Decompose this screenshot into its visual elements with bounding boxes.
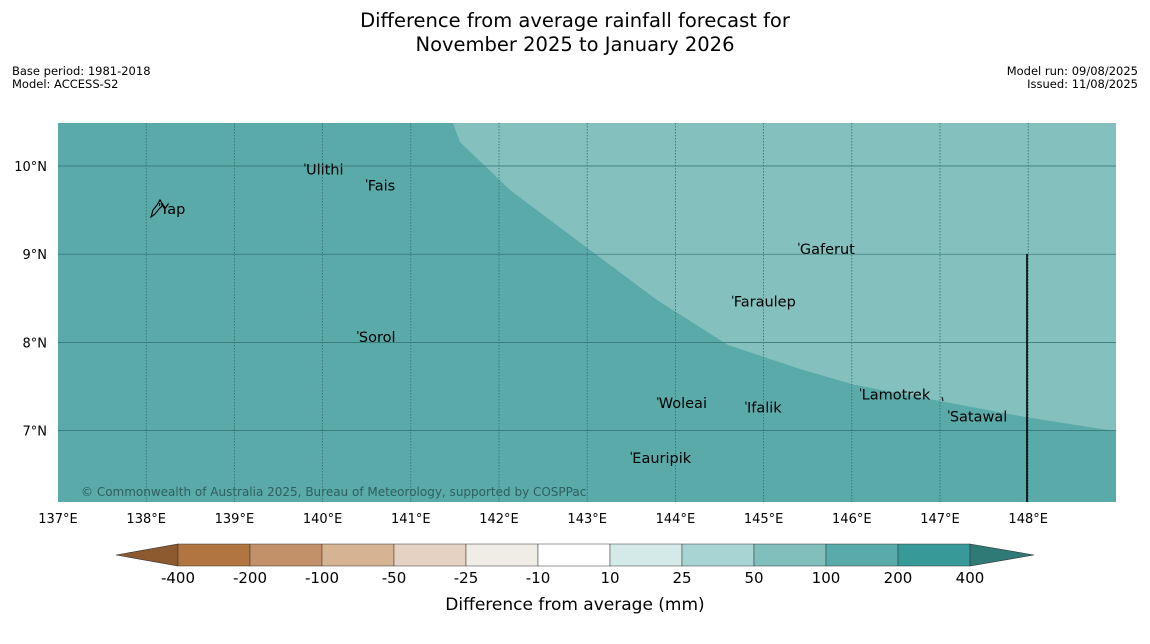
colorbar-segment (393, 543, 467, 567)
place-label-faraulep: Faraulep (734, 295, 796, 311)
colorbar-segment (825, 543, 899, 567)
place-marker (304, 163, 306, 167)
latitude-tick-label: 9°N (23, 248, 48, 263)
colorbar-segment (609, 543, 683, 567)
longitude-tick-label: 138°E (126, 512, 166, 527)
place-marker (732, 295, 734, 299)
title-line-1: Difference from average rainfall forecas… (360, 9, 790, 32)
place-label-ulithi: Ulithi (306, 162, 344, 178)
place-label-woleai: Woleai (659, 396, 707, 412)
place-label-yap: Yap (159, 202, 185, 218)
colorbar-segment (897, 543, 971, 567)
yap-island-outline (150, 198, 166, 219)
model-text: Model: ACCESS-S2 (12, 77, 119, 91)
place-marker (357, 330, 359, 334)
colorbar-segment (753, 543, 827, 567)
meta-right: Model run: 09/08/2025 Issued: 11/08/2025 (1007, 65, 1138, 91)
colorbar-tick-label: 10 (600, 569, 619, 587)
place-label-fais: Fais (368, 178, 395, 194)
colorbar-tick-label: -50 (382, 569, 407, 587)
map-graticule (58, 123, 1116, 502)
longitude-tick-label: 141°E (391, 512, 431, 527)
colorbar-tick-label: 200 (884, 569, 913, 587)
model-run-text: Model run: 09/08/2025 (1006, 64, 1138, 78)
longitude-tick-label: 145°E (744, 512, 784, 527)
place-marker (158, 203, 160, 207)
colorbar-segment (177, 543, 251, 567)
colorbar-tick-label: -200 (233, 569, 267, 587)
colorbar-segment (249, 543, 323, 567)
longitude-tick-labels: 137°E 138°E 139°E 140°E 141°E 142°E 143°E 144°E… (38, 512, 1048, 527)
title-line-2: November 2025 to January 2026 (415, 33, 735, 56)
longitude-tick-label: 147°E (920, 512, 960, 527)
longitude-tick-label: 142°E (479, 512, 519, 527)
colorbar-tick-label: 100 (812, 569, 841, 587)
place-marker (630, 451, 632, 455)
colorbar-tick-label: 50 (744, 569, 763, 587)
colorbar-label: Difference from average (mm) (445, 595, 704, 615)
place-marker (657, 397, 659, 401)
latitude-tick-label: 10°N (14, 160, 47, 175)
map-title: Difference from average rainfall forecas… (0, 9, 1150, 57)
longitude-tick-label: 140°E (303, 512, 343, 527)
copyright-text: © Commonwealth of Australia 2025, Bureau… (81, 485, 586, 499)
longitude-tick-label: 148°E (1008, 512, 1048, 527)
map-light-region (453, 123, 1116, 431)
colorbar-segment (465, 543, 539, 567)
place-marker (798, 242, 800, 246)
place-marker (948, 410, 950, 414)
latitude-tick-label: 8°N (23, 336, 48, 351)
latitude-tick-label: 7°N (23, 425, 48, 440)
meta-left: Base period: 1981-2018 Model: ACCESS-S2 (12, 65, 151, 91)
place-marker (745, 401, 747, 405)
colorbar-tick-label: 400 (956, 569, 985, 587)
longitude-tick-label: 144°E (656, 512, 696, 527)
colorbar-segment (681, 543, 755, 567)
place-label-ifalik: Ifalik (747, 401, 782, 417)
latitude-tick-labels: 10°N 9°N 8°N 7°N (14, 160, 47, 440)
base-period-text: Base period: 1981-2018 (12, 64, 151, 78)
longitude-tick-label: 146°E (832, 512, 872, 527)
issued-text: Issued: 11/08/2025 (1027, 77, 1138, 91)
colorbar-tick-label: -100 (305, 569, 339, 587)
colorbar-tick-label: -400 (161, 569, 195, 587)
colorbar-extension-low (115, 543, 179, 567)
place-label-eauripik: Eauripik (632, 451, 691, 467)
colorbar-tick-label: -10 (526, 569, 551, 587)
longitude-tick-label: 137°E (38, 512, 78, 527)
colorbar-segment (537, 543, 611, 567)
colorbar: -400 -200 -100 -50 -25 -10 10 25 50 100 200 400 (115, 543, 1035, 587)
colorbar-tick-label: 25 (672, 569, 691, 587)
place-label-sorol: Sorol (359, 330, 396, 346)
place-label-gaferut: Gaferut (800, 242, 855, 258)
place-marker (860, 388, 862, 392)
place-label-lamotrek: Lamotrek (862, 387, 931, 403)
colorbar-segment (321, 543, 395, 567)
longitude-tick-label: 139°E (215, 512, 255, 527)
satawal-marker-line (941, 396, 944, 402)
colorbar-tick-label: -25 (454, 569, 479, 587)
place-marker (366, 179, 368, 183)
colorbar-extension-high (969, 543, 1035, 567)
longitude-tick-label: 143°E (567, 512, 607, 527)
place-labels: Ulithi Fais Yap Gaferut Faraulep Sorol Lamotre… (158, 162, 1007, 467)
place-label-satawal: Satawal (950, 409, 1007, 425)
